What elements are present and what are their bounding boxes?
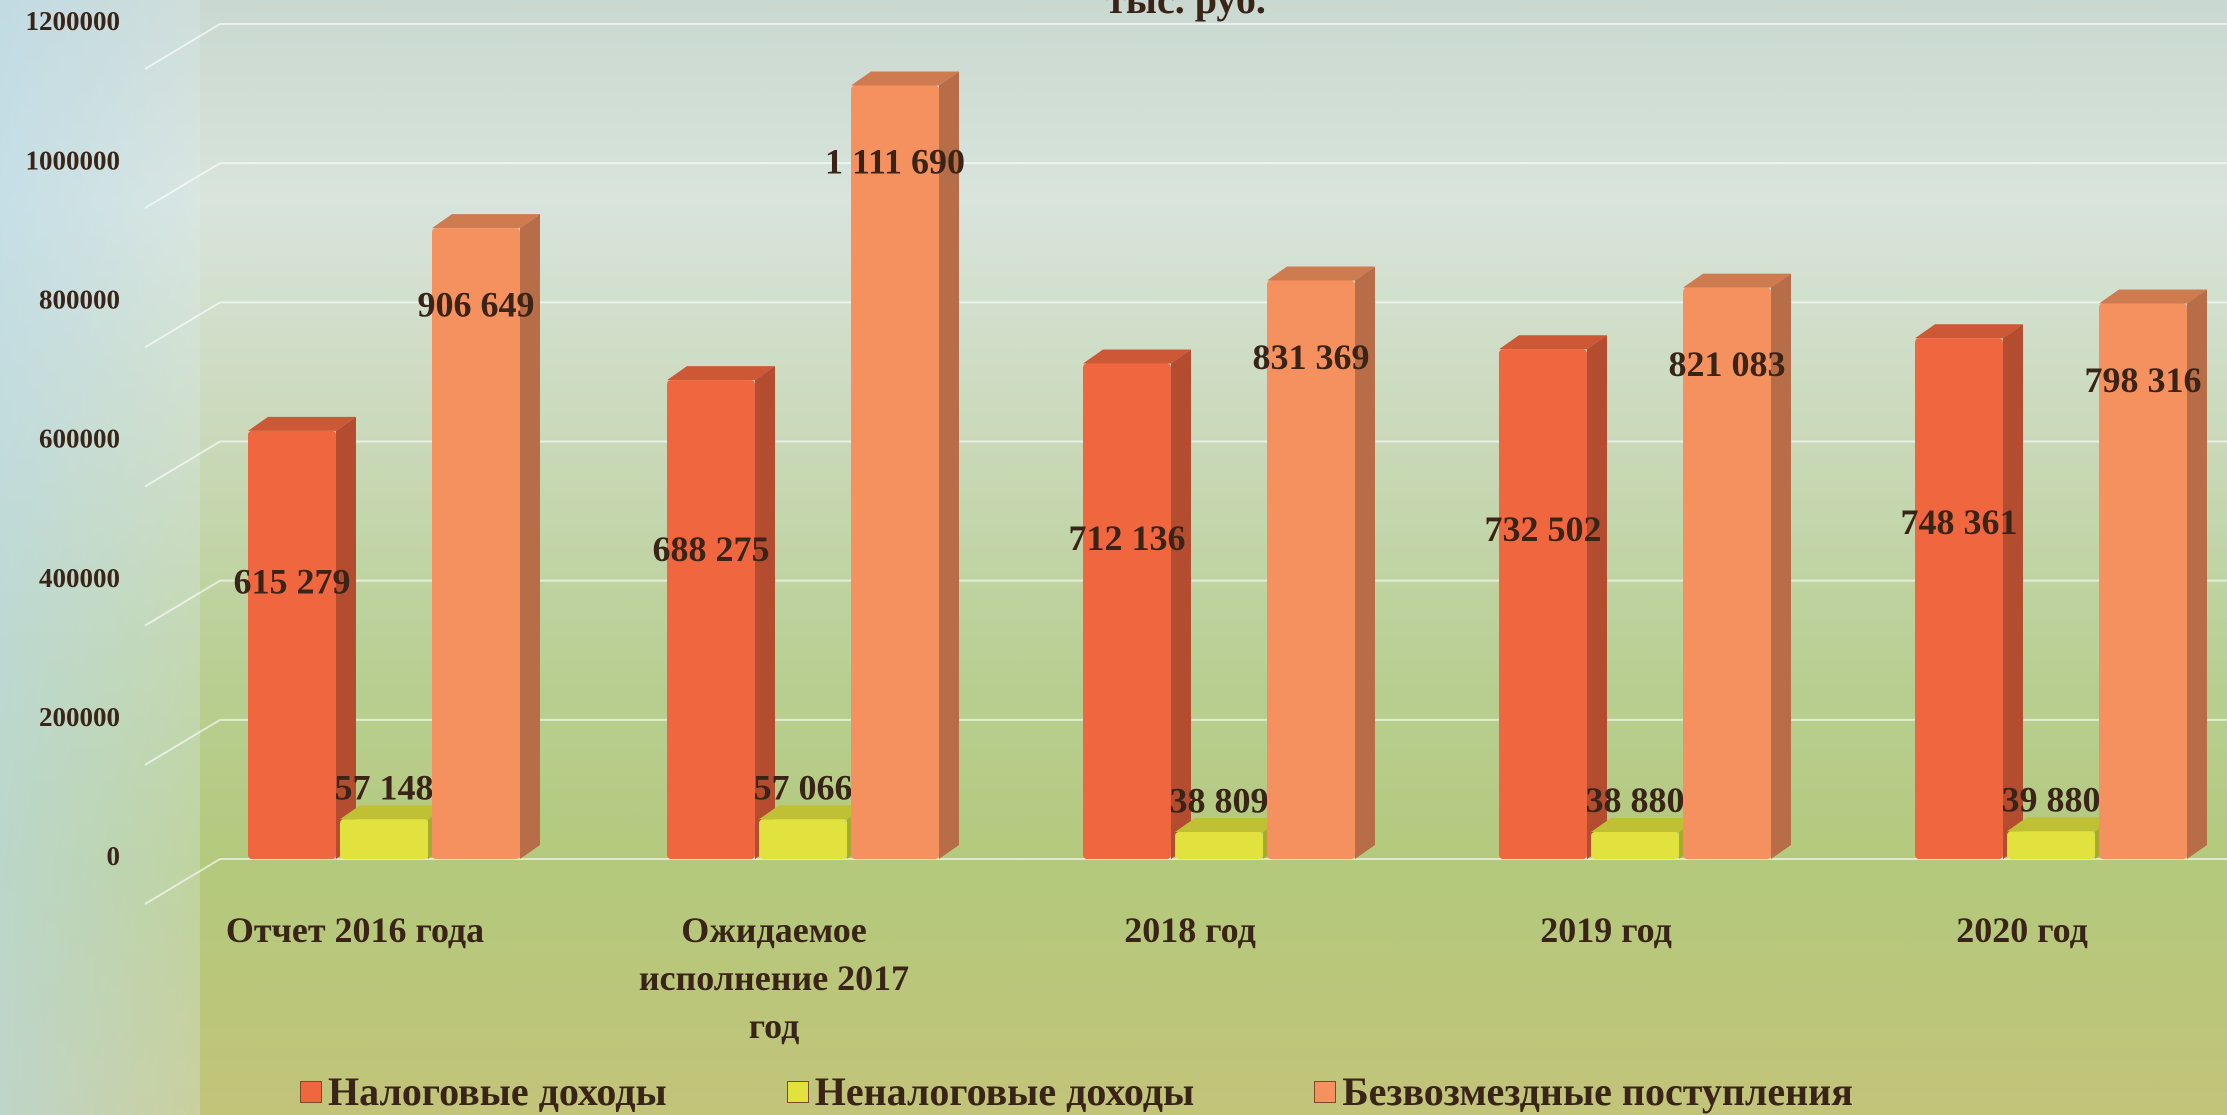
- legend-item: Неналоговые доходы: [786, 1068, 1195, 1115]
- bar-top: [851, 71, 959, 86]
- grid-line-depth: [144, 718, 221, 766]
- y-tick-label: 1200000: [26, 6, 121, 36]
- bar: [248, 430, 336, 859]
- chart-title: тыс. руб.: [1106, 0, 1266, 22]
- y-tick-label: 1000000: [26, 145, 121, 175]
- x-tick-label: 2019 год: [1540, 910, 1672, 950]
- bar: [1683, 287, 1771, 859]
- y-tick-label: 600000: [39, 424, 120, 454]
- value-label: 39 880: [2002, 780, 2101, 820]
- grid-line-depth: [144, 579, 221, 627]
- legend-label: Неналоговые доходы: [814, 1069, 1195, 1114]
- bar-top: [432, 214, 540, 229]
- value-label: 798 316: [2085, 360, 2202, 400]
- value-label: 688 275: [653, 529, 770, 569]
- value-label: 906 649: [418, 284, 535, 324]
- bar-side: [1587, 335, 1607, 860]
- x-tick-label: 2018 год: [1124, 910, 1256, 950]
- bar-top: [1083, 349, 1191, 364]
- legend: Налоговые доходы Неналоговые доходы Безвоз…: [300, 1068, 1853, 1115]
- grid-line-depth: [144, 162, 221, 210]
- bar: [1083, 363, 1171, 859]
- bar: [432, 228, 520, 859]
- bar: [1915, 338, 2003, 859]
- bar: [2099, 303, 2187, 859]
- legend-swatch: [786, 1080, 809, 1103]
- bar-top: [248, 416, 356, 431]
- y-tick-label: 200000: [39, 702, 120, 732]
- bar: [667, 380, 755, 859]
- bar-side: [755, 366, 775, 859]
- y-tick-label: 0: [107, 841, 121, 871]
- bar-top: [1267, 266, 1375, 281]
- value-label: 57 066: [754, 768, 853, 808]
- bar: [2007, 831, 2095, 859]
- bar: [1499, 349, 1587, 859]
- grid-line-depth: [144, 301, 221, 349]
- grid-line-depth: [144, 858, 221, 905]
- legend-label: Налоговые доходы: [328, 1069, 667, 1114]
- bar-top: [2099, 289, 2207, 304]
- bar-top: [1499, 335, 1607, 350]
- grid-line-depth: [144, 440, 221, 488]
- value-label: 821 083: [1669, 344, 1786, 384]
- legend-label: Безвозмездные поступления: [1342, 1069, 1853, 1114]
- value-label: 831 369: [1253, 337, 1370, 377]
- bar: [340, 819, 428, 859]
- bar: [1175, 831, 1263, 859]
- y-tick-label: 400000: [39, 563, 120, 593]
- value-label: 38 809: [1170, 780, 1269, 820]
- side-decoration: [0, 0, 200, 1115]
- bar: [1591, 831, 1679, 859]
- bar-side: [1171, 349, 1191, 859]
- bar-side: [1771, 273, 1791, 859]
- value-label: 38 880: [1586, 780, 1685, 820]
- x-tick-label: Ожидаемое исполнение 2017 год: [638, 910, 910, 1046]
- value-label: 712 136: [1069, 518, 1186, 558]
- bar-top: [1683, 273, 1791, 288]
- bar: [759, 819, 847, 859]
- bar-side: [2003, 324, 2023, 859]
- bar-top: [667, 366, 775, 381]
- legend-item: Безвозмездные поступления: [1314, 1068, 1853, 1115]
- value-label: 1 111 690: [825, 142, 965, 182]
- legend-item: Налоговые доходы: [300, 1068, 667, 1115]
- bar-top: [1591, 817, 1699, 832]
- grid-line-depth: [144, 23, 221, 70]
- legend-swatch: [300, 1080, 322, 1103]
- bar: [1267, 280, 1355, 859]
- value-label: 57 148: [335, 768, 434, 808]
- bar-side: [1355, 266, 1375, 859]
- value-label: 748 361: [1901, 502, 2018, 542]
- bar-side: [336, 416, 356, 859]
- bar-top: [759, 805, 867, 820]
- bar-top: [2007, 817, 2115, 832]
- legend-swatch: [1314, 1080, 1337, 1103]
- bar-side: [939, 71, 959, 860]
- bar-side: [2187, 289, 2207, 859]
- x-tick-label: Отчет 2016 года: [225, 910, 485, 950]
- y-tick-label: 800000: [39, 285, 120, 315]
- bar-top: [1175, 817, 1283, 832]
- bar: [851, 85, 939, 860]
- bar-top: [340, 805, 448, 820]
- bar-top: [1915, 324, 2023, 339]
- bar-side: [520, 214, 540, 859]
- x-tick-label: 2020 год: [1956, 910, 2088, 950]
- value-label: 732 502: [1485, 509, 1602, 549]
- value-label: 615 279: [234, 561, 351, 601]
